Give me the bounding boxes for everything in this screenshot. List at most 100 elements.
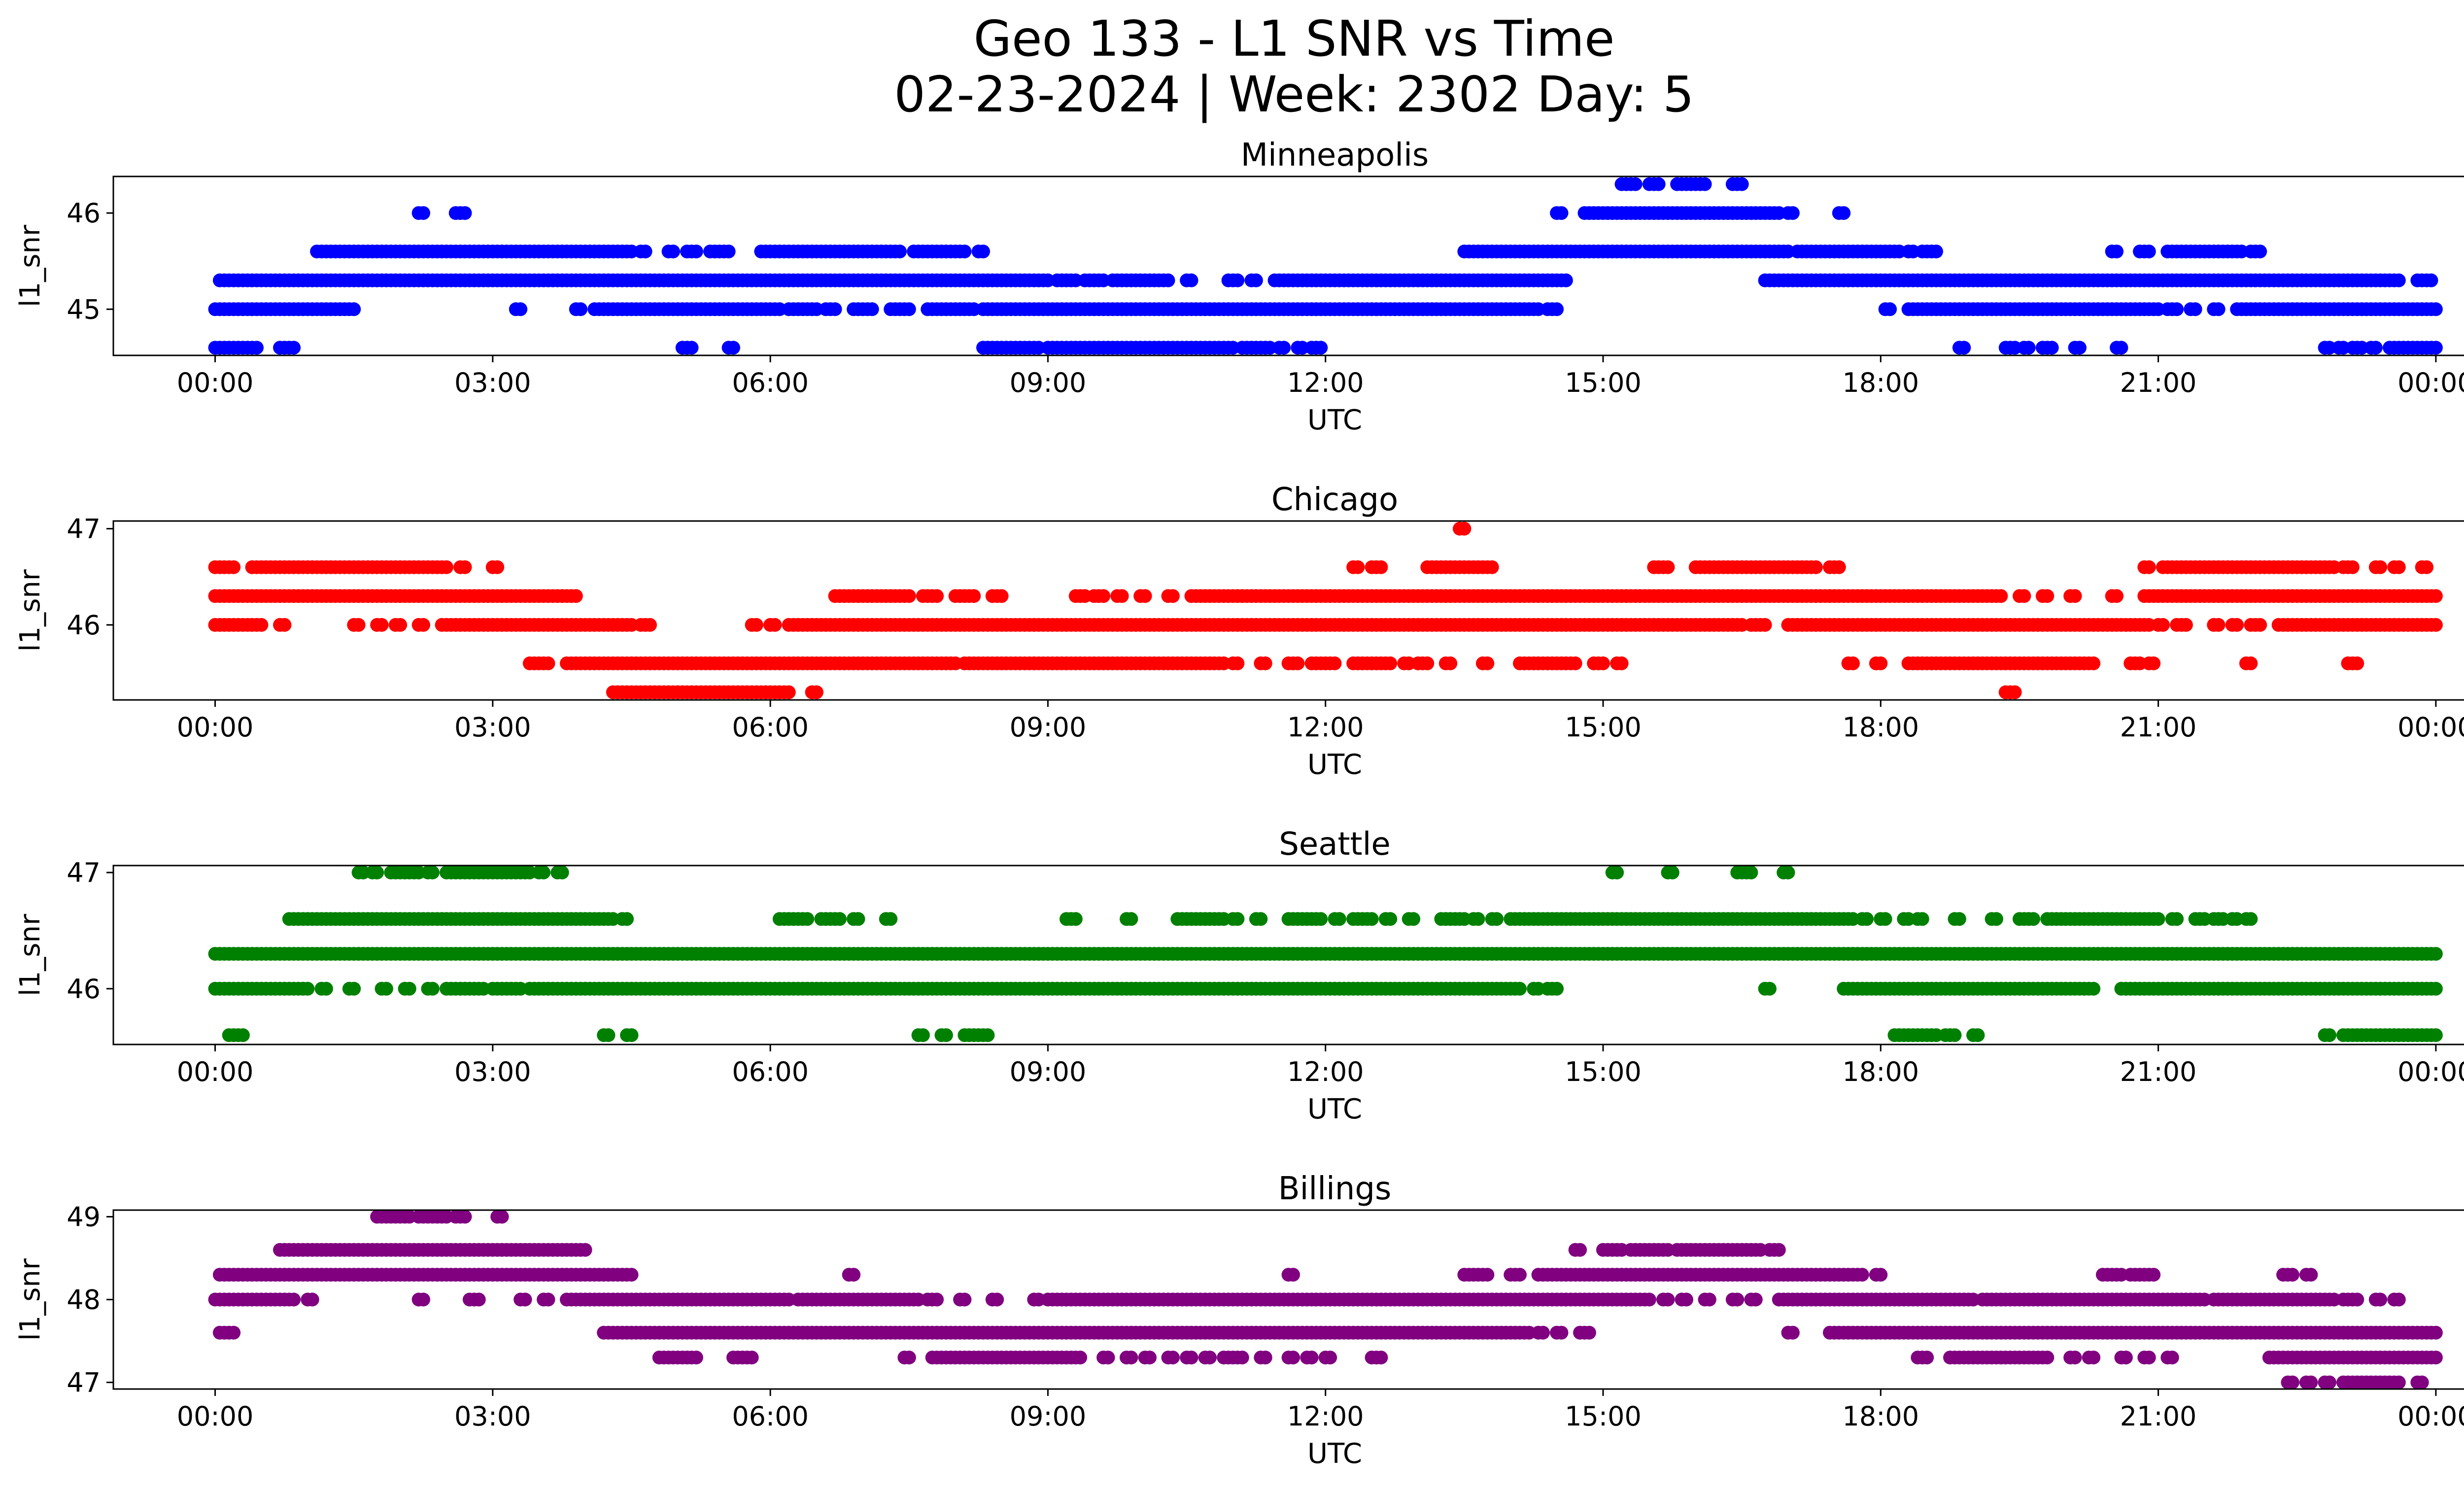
data-point bbox=[1365, 912, 1379, 926]
x-tick-label: 03:00 bbox=[454, 1401, 531, 1432]
data-point bbox=[2253, 618, 2267, 632]
data-point bbox=[1748, 1292, 1763, 1307]
data-point bbox=[347, 981, 361, 996]
data-point bbox=[1642, 1292, 1656, 1307]
data-point bbox=[1351, 560, 1365, 574]
data-point bbox=[2368, 341, 2383, 355]
data-point bbox=[541, 1292, 555, 1307]
data-point bbox=[2429, 1325, 2443, 1340]
data-point bbox=[1249, 273, 1263, 287]
data-point bbox=[1661, 1292, 1675, 1307]
x-tick-label: 21:00 bbox=[2120, 712, 2197, 743]
data-point bbox=[1471, 912, 1485, 926]
x-tick-label: 09:00 bbox=[1010, 712, 1087, 743]
data-point bbox=[458, 560, 472, 574]
data-point bbox=[347, 302, 361, 316]
figure-title-line2: 02-23-2024 | Week: 2302 Day: 5 bbox=[894, 66, 1694, 123]
data-point bbox=[1679, 1292, 1693, 1307]
data-point bbox=[2142, 244, 2156, 259]
y-axis-label: l1_snr bbox=[14, 913, 46, 996]
x-tick-label: 15:00 bbox=[1565, 712, 1642, 743]
data-point bbox=[1785, 206, 1800, 220]
data-point bbox=[1314, 341, 1328, 355]
data-point bbox=[1161, 273, 1175, 287]
data-point bbox=[2323, 1375, 2336, 1390]
axes-frame bbox=[112, 175, 2464, 356]
data-point bbox=[490, 560, 505, 574]
x-tick-label: 15:00 bbox=[1565, 367, 1642, 398]
data-point bbox=[1277, 341, 1291, 355]
data-point bbox=[458, 1210, 472, 1224]
y-tick-label: 46 bbox=[67, 973, 101, 1005]
data-point bbox=[1573, 1243, 1587, 1257]
data-point bbox=[2285, 1375, 2299, 1390]
data-point bbox=[1832, 560, 1846, 574]
x-tick-label: 12:00 bbox=[1287, 712, 1364, 743]
data-point bbox=[2188, 302, 2202, 316]
data-point bbox=[1124, 912, 1138, 926]
x-tick-label: 09:00 bbox=[1010, 1401, 1087, 1432]
data-point bbox=[440, 560, 453, 574]
y-tick-label: 45 bbox=[67, 294, 101, 325]
x-axis-label: UTC bbox=[1307, 404, 1362, 436]
x-tick-label: 18:00 bbox=[1843, 367, 1919, 398]
x-tick-label: 00:00 bbox=[177, 367, 254, 398]
data-point bbox=[2230, 618, 2244, 632]
data-point bbox=[1420, 656, 1435, 670]
data-point bbox=[2244, 656, 2258, 670]
data-point bbox=[2087, 656, 2101, 670]
x-tick-label: 18:00 bbox=[1843, 1056, 1919, 1087]
x-tick-label: 12:00 bbox=[1287, 1401, 1364, 1432]
data-point bbox=[541, 656, 555, 670]
data-point bbox=[2170, 912, 2184, 926]
data-point bbox=[1758, 618, 1772, 632]
data-point bbox=[458, 206, 472, 220]
data-point bbox=[1231, 656, 1245, 670]
data-point bbox=[393, 618, 408, 632]
x-tick-label: 00:00 bbox=[177, 712, 254, 743]
y-axis-label: l1_snr bbox=[14, 569, 46, 652]
data-point bbox=[1254, 912, 1268, 926]
data-point bbox=[1480, 1268, 1495, 1282]
data-point bbox=[684, 341, 699, 355]
data-point bbox=[1550, 302, 1564, 316]
data-point bbox=[2142, 560, 2156, 574]
data-point bbox=[2110, 244, 2124, 259]
data-point bbox=[2119, 1351, 2133, 1365]
y-tick-label: 49 bbox=[67, 1201, 101, 1232]
data-point bbox=[2350, 656, 2364, 670]
data-point bbox=[958, 244, 972, 259]
data-point bbox=[958, 1292, 972, 1307]
x-tick-label: 09:00 bbox=[1010, 367, 1087, 398]
data-point bbox=[2429, 1028, 2443, 1043]
data-point bbox=[1785, 1325, 1800, 1340]
data-point bbox=[250, 341, 264, 355]
x-axis-label: UTC bbox=[1307, 1438, 1362, 1470]
x-tick-label: 15:00 bbox=[1565, 1056, 1642, 1087]
data-point bbox=[1374, 560, 1388, 574]
data-point bbox=[301, 981, 315, 996]
data-point bbox=[1837, 206, 1851, 220]
data-point bbox=[990, 1292, 1004, 1307]
data-point bbox=[1628, 177, 1643, 191]
x-tick-label: 21:00 bbox=[2120, 367, 2197, 398]
data-point bbox=[833, 912, 847, 926]
data-point bbox=[810, 685, 823, 699]
data-point bbox=[828, 302, 842, 316]
data-point bbox=[416, 206, 430, 220]
data-point bbox=[1874, 656, 1888, 670]
data-point bbox=[2017, 589, 2031, 603]
data-point bbox=[2170, 302, 2184, 316]
data-point bbox=[1480, 656, 1495, 670]
data-point bbox=[1235, 1351, 1249, 1365]
data-point bbox=[287, 341, 301, 355]
data-point bbox=[768, 618, 782, 632]
data-point bbox=[2392, 1375, 2406, 1390]
data-point bbox=[967, 589, 981, 603]
data-point bbox=[1702, 1292, 1716, 1307]
data-point bbox=[1989, 912, 2003, 926]
x-tick-label: 03:00 bbox=[454, 1056, 531, 1087]
y-tick-label: 47 bbox=[67, 514, 101, 545]
data-point bbox=[2156, 618, 2170, 632]
data-point bbox=[2068, 1351, 2082, 1365]
